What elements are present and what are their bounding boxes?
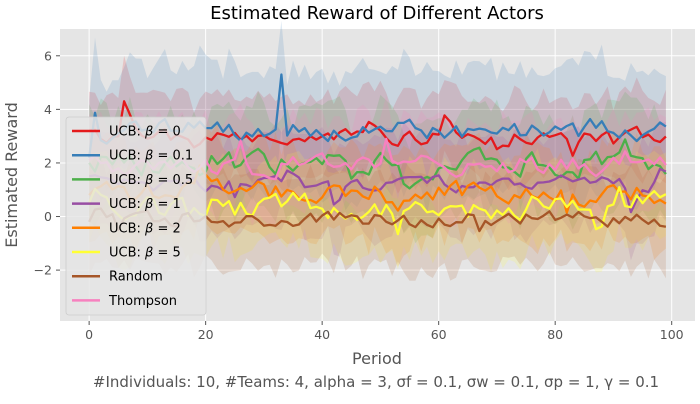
legend-label-3: UCB: β = 1 [109,197,181,212]
x-tick-label: 100 [660,327,684,342]
legend-label-4: UCB: β = 2 [109,221,181,236]
legend: UCB: β = 0 UCB: β = 0.1 UCB: β = 0.5 UCB: β… [65,116,207,316]
y-axis-label: Estimated Reward [2,102,21,248]
x-tick-label: 60 [431,327,447,342]
legend-label-0: UCB: β = 0 [109,125,181,140]
axis-ticks: 0 20 40 60 80 100 −2 0 2 4 6 [34,48,684,342]
x-tick-label: 0 [85,327,93,342]
band-4 [89,118,666,267]
legend-label-5: UCB: β = 5 [109,246,181,261]
y-tick-label: 0 [44,209,52,224]
y-tick-label: 2 [44,155,52,170]
x-tick-label: 40 [314,327,330,342]
legend-label-1: UCB: β = 0.1 [109,149,193,164]
legend-label-7: Thompson [108,294,177,309]
chart-title: Estimated Reward of Different Actors [210,3,544,24]
legend-box [65,116,207,316]
parameters-caption: #Individuals: 10, #Teams: 4, alpha = 3, … [93,373,659,391]
legend-label-2: UCB: β = 0.5 [109,173,193,188]
x-tick-label: 20 [198,327,214,342]
y-tick-label: 4 [44,102,52,117]
y-tick-label: 6 [44,48,52,63]
band-2 [89,91,666,244]
legend-label-6: Random [109,270,163,285]
x-axis-label: Period [352,349,402,368]
y-tick-label: −2 [34,263,52,278]
x-tick-label: 80 [547,327,563,342]
